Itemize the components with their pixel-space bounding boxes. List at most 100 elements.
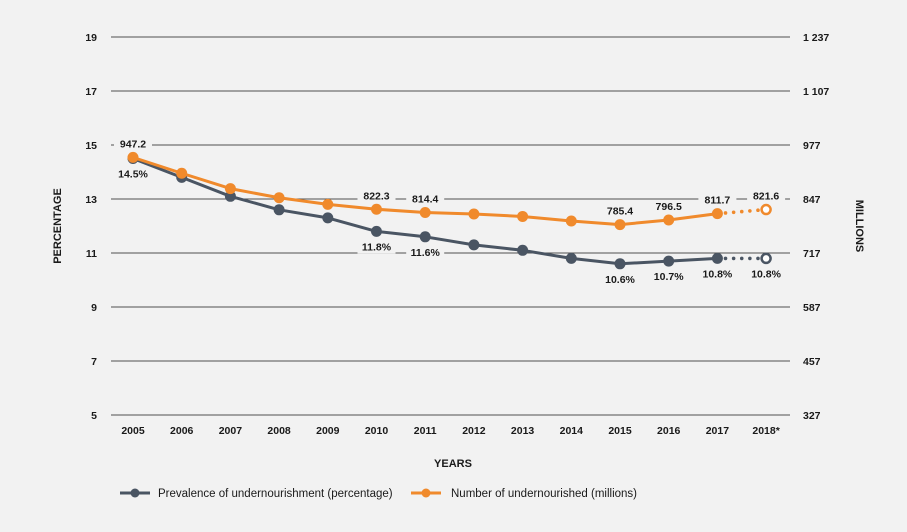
data-label-bg <box>357 189 396 203</box>
data-point <box>127 151 139 163</box>
x-tick-label: 2012 <box>462 425 486 437</box>
data-label: 11.6% <box>411 247 441 259</box>
right-tick-label: 1 237 <box>803 32 829 44</box>
x-tick-label: 2006 <box>170 425 194 437</box>
right-tick-label: 457 <box>803 356 821 368</box>
data-point <box>224 190 236 202</box>
data-point <box>614 258 626 270</box>
data-label-bg <box>698 193 737 207</box>
left-tick-label: 9 <box>91 302 97 314</box>
data-point <box>517 244 529 256</box>
right-tick-label: 587 <box>803 302 821 314</box>
projection-dot <box>723 211 728 215</box>
data-label: 10.8% <box>751 268 781 280</box>
x-tick-label: 2011 <box>414 425 437 437</box>
data-label: 822.3 <box>363 190 389 202</box>
data-point <box>468 208 480 220</box>
legend-swatch-marker <box>130 488 140 498</box>
data-label: 821.6 <box>753 191 779 203</box>
data-point <box>565 215 577 227</box>
x-tick-label: 2013 <box>511 425 535 437</box>
data-label-bg <box>357 240 396 254</box>
left-tick-label: 15 <box>85 140 97 152</box>
data-label-bg <box>747 267 786 281</box>
right-tick-label: 847 <box>803 194 821 206</box>
left-tick-label: 7 <box>91 356 97 368</box>
left-tick-label: 11 <box>86 248 97 260</box>
data-point <box>663 255 675 267</box>
data-point <box>468 239 480 251</box>
legend-label: Number of undernourished (millions) <box>451 488 637 500</box>
x-axis-title: YEARS <box>434 458 472 470</box>
projection-dot <box>723 256 728 261</box>
data-point <box>273 204 285 216</box>
data-label-bg <box>114 167 152 181</box>
data-point <box>419 207 431 219</box>
projection-dot <box>731 210 736 215</box>
data-point <box>614 219 626 231</box>
data-label-bg <box>698 267 737 281</box>
x-tick-label: 2007 <box>219 425 243 437</box>
right-tick-label: 1 107 <box>803 86 829 98</box>
projection-dot <box>739 256 744 261</box>
data-label: 947.2 <box>120 138 146 150</box>
data-label-bg <box>649 270 688 284</box>
data-label: 814.4 <box>412 194 438 206</box>
x-tick-label: 2016 <box>657 425 681 437</box>
left-axis-title: PERCENTAGE <box>52 188 64 264</box>
projection-dot <box>748 256 752 261</box>
data-label: 10.8% <box>703 268 733 280</box>
projection-dot <box>756 208 760 213</box>
data-point <box>711 208 723 220</box>
data-point <box>371 225 382 237</box>
right-tick-label: 717 <box>803 248 821 260</box>
data-point <box>371 203 382 215</box>
data-label-bg <box>601 272 639 286</box>
data-point <box>663 214 675 226</box>
data-point <box>322 198 334 210</box>
x-tick-label: 2015 <box>608 425 632 437</box>
x-tick-label: 2014 <box>560 425 584 437</box>
data-label-bg <box>114 137 152 151</box>
projection-dot <box>731 256 736 261</box>
data-point <box>224 183 236 195</box>
data-label: 11.8% <box>362 241 392 253</box>
data-label: 796.5 <box>656 201 682 213</box>
data-label-bg <box>649 199 688 213</box>
data-point <box>176 167 188 179</box>
right-tick-label: 977 <box>803 140 821 152</box>
data-point <box>419 231 431 243</box>
data-point-projected <box>760 252 772 265</box>
x-tick-label: 2009 <box>316 425 340 437</box>
data-label: 811.7 <box>705 195 731 207</box>
data-point <box>517 210 529 222</box>
data-label: 14.5% <box>118 169 148 181</box>
left-tick-label: 17 <box>85 86 97 98</box>
projection-dot <box>756 256 760 261</box>
projection-dot <box>739 209 744 214</box>
x-tick-label: 2005 <box>121 425 145 437</box>
data-point <box>273 192 285 204</box>
data-point-projected <box>760 203 772 216</box>
data-label: 785.4 <box>607 206 633 218</box>
x-tick-label: 2008 <box>267 425 291 437</box>
x-tick-label: 2010 <box>365 425 389 437</box>
data-label-bg <box>406 192 445 206</box>
x-tick-label: 2018* <box>752 425 780 437</box>
legend-swatch-marker <box>421 488 431 498</box>
projection-dot <box>748 209 752 213</box>
data-label: 10.6% <box>605 274 635 286</box>
left-tick-label: 19 <box>85 32 97 44</box>
right-tick-label: 327 <box>803 410 821 422</box>
data-label-bg <box>747 189 786 203</box>
data-point <box>565 252 577 264</box>
data-label-bg <box>406 245 445 259</box>
data-point <box>322 212 334 224</box>
right-axis-title: MILLIONS <box>853 200 865 253</box>
data-point <box>711 252 723 264</box>
data-label-bg <box>601 204 639 218</box>
x-tick-label: 2017 <box>706 425 730 437</box>
left-tick-label: 13 <box>85 194 97 206</box>
